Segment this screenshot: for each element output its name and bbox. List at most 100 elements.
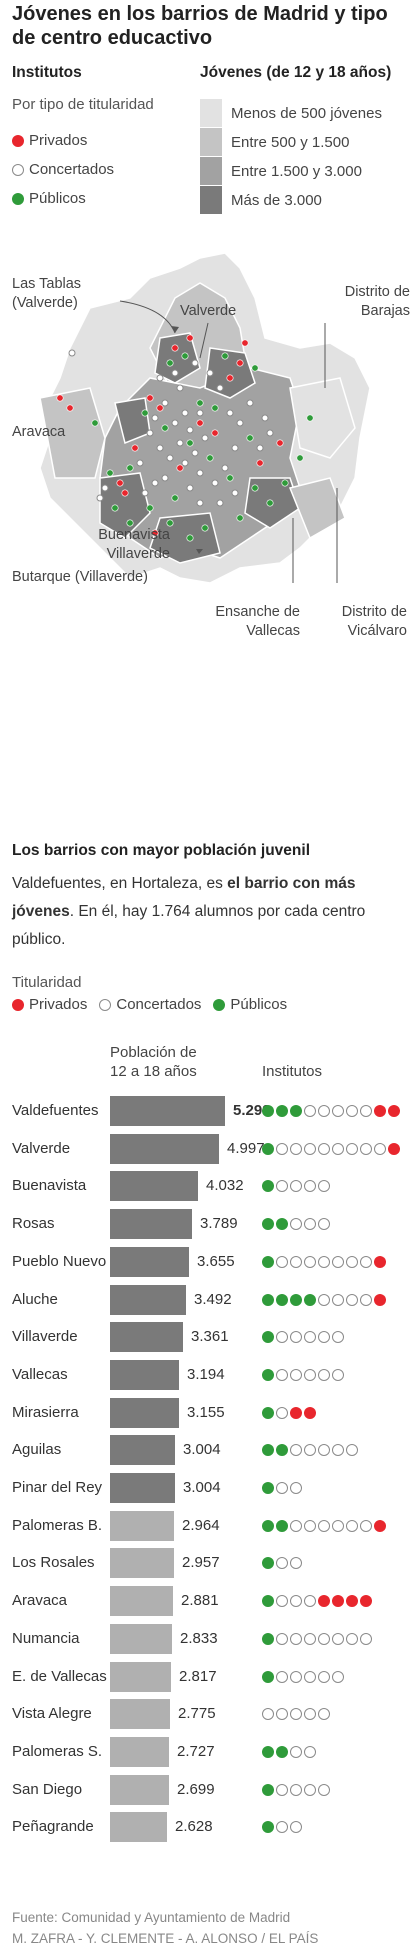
institutos-dots xyxy=(262,1595,374,1608)
concertado-dot-icon xyxy=(346,1255,358,1268)
barrio-name: Peñagrande xyxy=(12,1818,94,1836)
table-row: E. de Vallecas 2.817 xyxy=(0,1659,414,1696)
institutos-dots xyxy=(262,1557,304,1570)
map-label-butarque: Butarque (Villaverde) xyxy=(12,569,148,585)
table-row: Peñagrande 2.628 xyxy=(0,1809,414,1846)
map-region-dark-2 xyxy=(204,347,256,399)
institutos-dots xyxy=(262,1708,332,1721)
population-bar xyxy=(110,1246,189,1277)
source-note: Fuente: Comunidad y Ayuntamiento de Madr… xyxy=(12,1910,291,1925)
map-dots-red xyxy=(56,334,284,537)
institutos-dots xyxy=(262,1218,332,1231)
publico-dot-icon xyxy=(276,1519,288,1532)
concertado-dot-icon xyxy=(276,1180,288,1193)
concertado-dot-icon xyxy=(318,1708,330,1721)
population-value: 3.155 xyxy=(187,1403,225,1421)
legend-swatch-row: Entre 500 y 1.500 xyxy=(200,128,349,156)
legend-item-privados: Privados xyxy=(12,132,87,149)
publico-dot-icon xyxy=(262,1180,274,1193)
legend2-item-concertados: Concertados xyxy=(99,996,201,1013)
concertado-dot-icon xyxy=(276,1368,288,1381)
population-value: 4.032 xyxy=(206,1177,244,1195)
publico-dot-icon xyxy=(276,1218,288,1231)
concertado-dot-icon xyxy=(276,1142,288,1155)
table-row: Aravaca 2.881 xyxy=(0,1583,414,1620)
concertado-dot-icon xyxy=(304,1595,316,1608)
concertado-dot-icon xyxy=(304,1444,316,1457)
population-value: 2.727 xyxy=(177,1742,215,1760)
population-value: 3.004 xyxy=(183,1479,221,1496)
population-bar xyxy=(110,1284,186,1315)
population-value: 3.789 xyxy=(200,1215,238,1233)
publico-dot-icon xyxy=(262,1255,274,1268)
population-bar xyxy=(110,1812,167,1843)
population-value: 2.881 xyxy=(181,1592,219,1610)
callout-line-valverde xyxy=(199,322,209,359)
jovenes-legend-heading: Jóvenes (de 12 y 18 años) xyxy=(200,64,392,81)
map-label-buenavista: Buenavista Villaverde xyxy=(98,527,170,562)
population-bar xyxy=(110,1096,225,1126)
population-value: 2.833 xyxy=(180,1629,218,1647)
privado-dot-icon xyxy=(304,1406,316,1419)
barrio-name: Aravaca xyxy=(12,1592,68,1610)
concertado-dot-icon xyxy=(360,1105,372,1117)
barrio-name: Los Rosales xyxy=(12,1554,95,1572)
publico-dot-icon xyxy=(262,1293,274,1306)
map-label-aravaca: Aravaca xyxy=(12,424,66,440)
barrio-name: Pinar del Rey xyxy=(12,1479,103,1496)
publico-dot-icon xyxy=(276,1745,288,1758)
concertado-dot-icon xyxy=(262,1708,274,1721)
table-row: Vallecas 3.194 xyxy=(0,1357,414,1394)
population-value: 2.699 xyxy=(177,1780,215,1798)
institutos-dots xyxy=(262,1482,304,1494)
barrio-name: Villaverde xyxy=(12,1328,78,1346)
publico-dot-icon xyxy=(276,1293,288,1306)
institutos-dots xyxy=(262,1783,332,1796)
barrio-name: Numancia xyxy=(12,1629,80,1647)
concertado-dot-icon xyxy=(304,1519,316,1532)
publico-dot-icon xyxy=(262,1519,274,1532)
concertado-dot-icon xyxy=(318,1632,330,1645)
map-region-dark-3 xyxy=(99,472,151,539)
green-dot-icon xyxy=(213,998,226,1011)
concertado-dot-icon xyxy=(346,1444,358,1457)
population-bar xyxy=(110,1661,171,1692)
population-bar xyxy=(110,1359,179,1390)
concertado-dot-icon xyxy=(332,1255,344,1268)
concertado-dot-icon xyxy=(360,1519,372,1532)
privado-dot-icon xyxy=(388,1142,400,1155)
column-header-institutos: Institutos xyxy=(262,1063,323,1080)
publico-dot-icon xyxy=(262,1670,274,1683)
concertado-dot-icon xyxy=(290,1595,302,1608)
privado-dot-icon xyxy=(332,1595,344,1608)
institutos-dots xyxy=(262,1745,318,1758)
concertado-dot-icon xyxy=(332,1519,344,1532)
concertado-dot-icon xyxy=(290,1708,302,1721)
privado-dot-icon xyxy=(374,1105,386,1117)
publico-dot-icon xyxy=(262,1482,274,1494)
concertado-dot-icon xyxy=(276,1821,288,1834)
population-value: 2.817 xyxy=(179,1667,217,1685)
publico-dot-icon xyxy=(262,1783,274,1796)
concertado-dot-icon xyxy=(332,1293,344,1306)
concertado-dot-icon xyxy=(360,1632,372,1645)
concertado-dot-icon xyxy=(360,1255,372,1268)
population-value: 5.293 xyxy=(233,1102,271,1119)
barrio-name: Palomeras S. xyxy=(12,1742,103,1760)
titularidad-legend: Privados Concertados Públicos xyxy=(12,996,299,1013)
institutos-legend-heading: Institutos xyxy=(12,64,82,81)
publico-dot-icon xyxy=(304,1293,316,1306)
institutos-legend-subheading: Por tipo de titularidad xyxy=(12,96,154,113)
barrio-name: Palomeras B. xyxy=(12,1516,103,1534)
concertado-dot-icon xyxy=(304,1180,316,1193)
barrio-name: San Diego xyxy=(12,1780,83,1798)
concertado-dot-icon xyxy=(346,1519,358,1532)
concertado-dot-icon xyxy=(276,1670,288,1683)
institutos-dots xyxy=(262,1331,346,1344)
concertado-dot-icon xyxy=(304,1670,316,1683)
population-bar xyxy=(110,1133,219,1164)
table-row: Palomeras S. 2.727 xyxy=(0,1734,414,1771)
concertado-dot-icon xyxy=(318,1783,330,1796)
concertado-dot-icon xyxy=(290,1255,302,1268)
population-bar xyxy=(110,1510,174,1541)
